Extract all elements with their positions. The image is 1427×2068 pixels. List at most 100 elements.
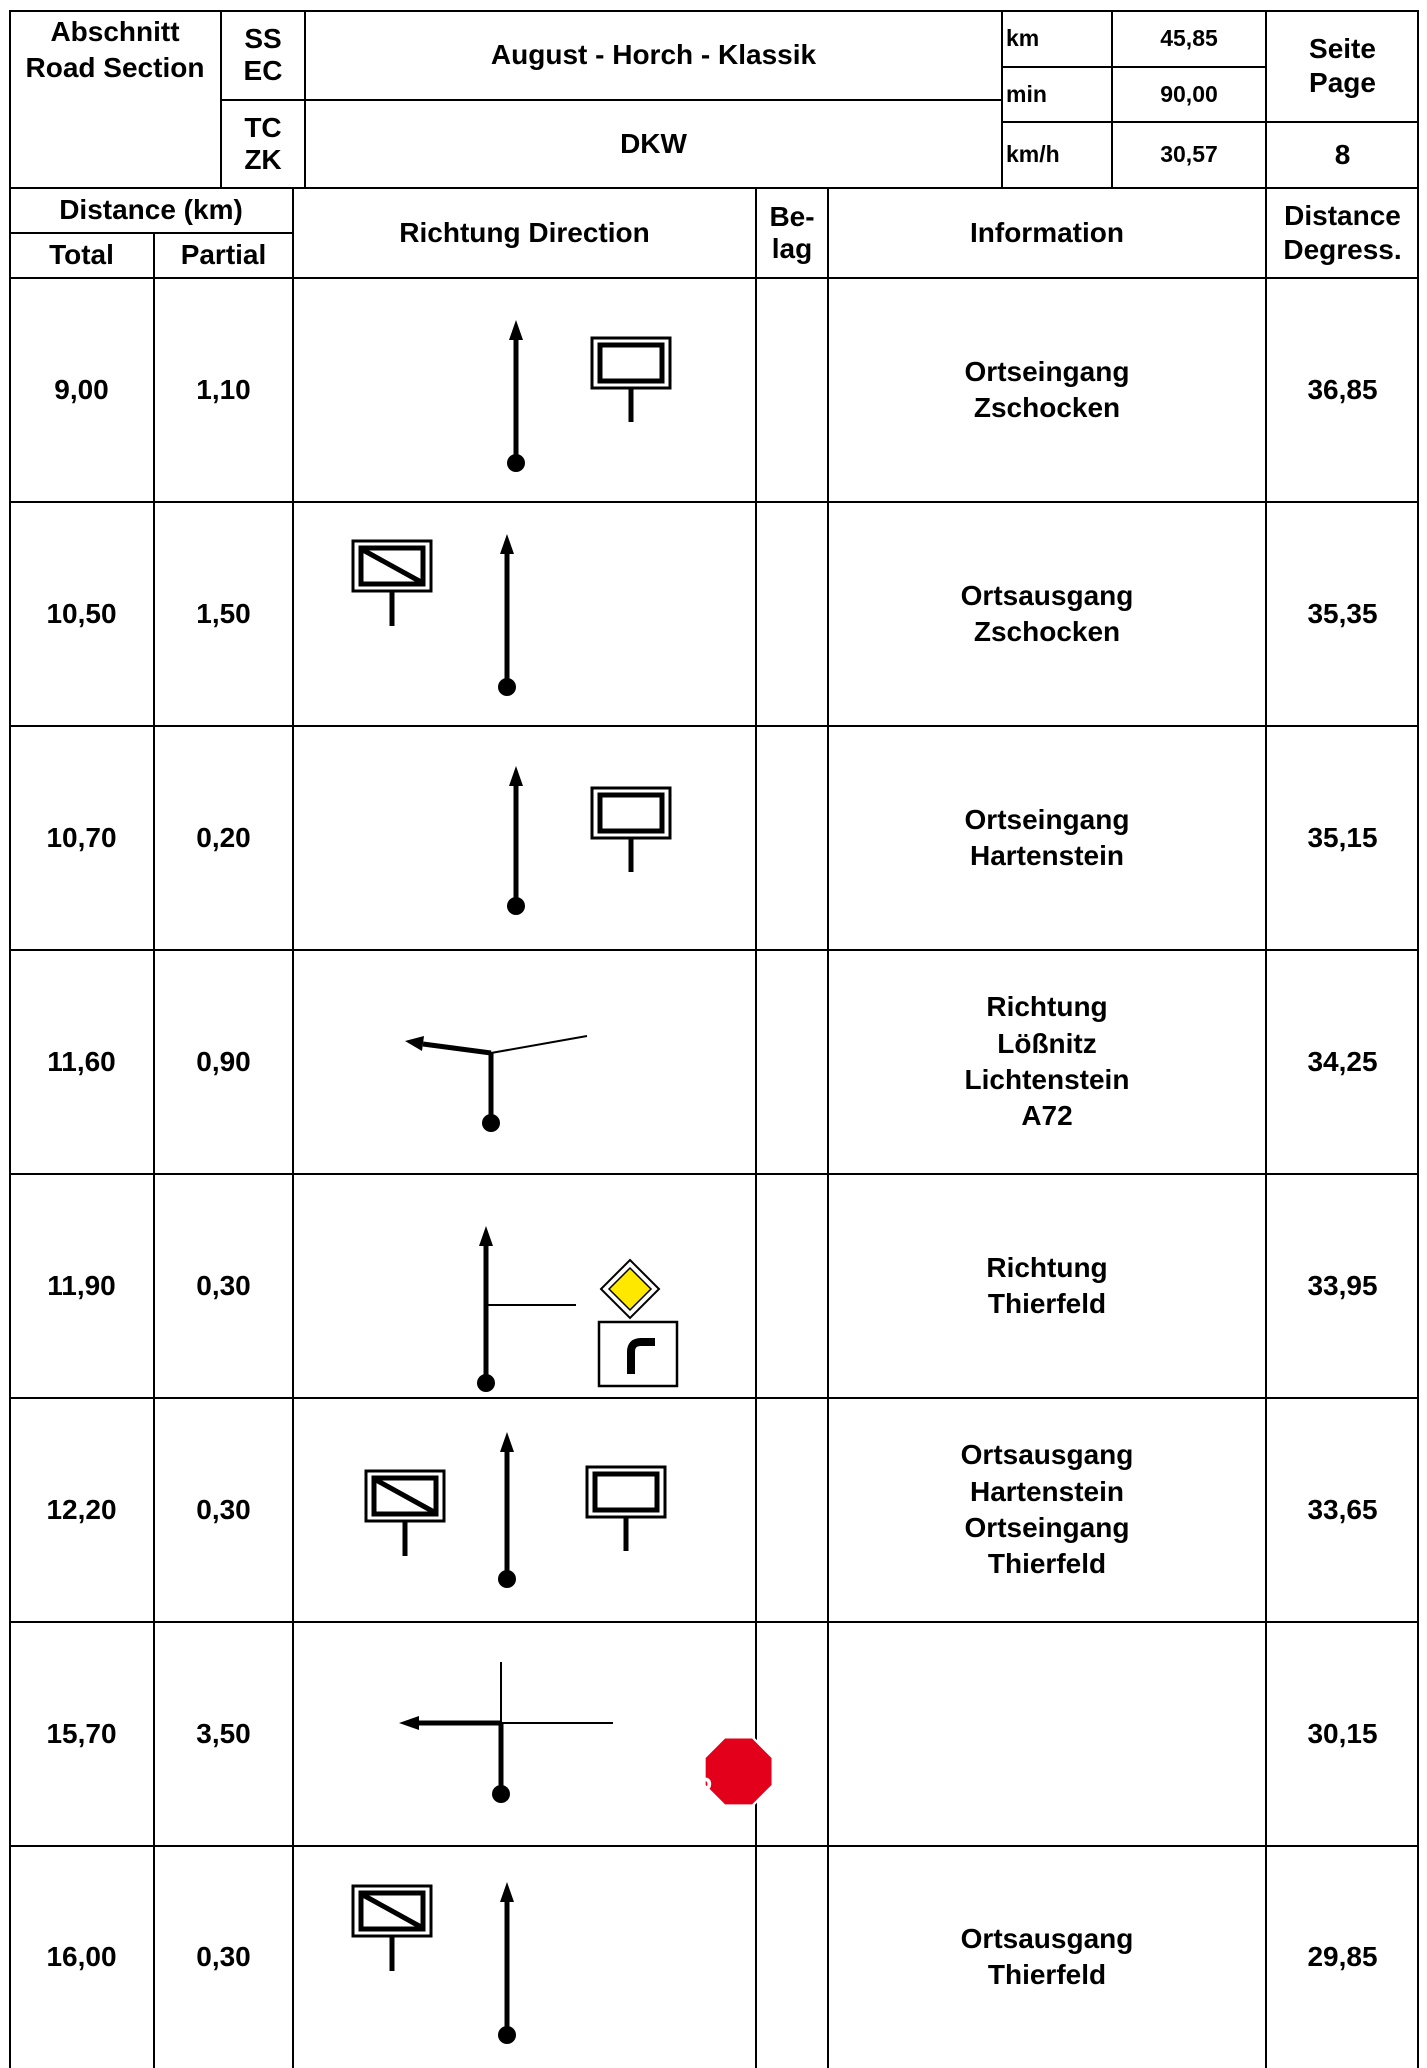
event-title: August - Horch - Klassik	[490, 38, 817, 70]
total-cell: 9,00	[54, 373, 109, 405]
priority-road-sign-icon	[599, 1258, 661, 1320]
tc-label: TC	[244, 111, 282, 143]
zk-label: ZK	[244, 144, 282, 175]
grid-line	[9, 10, 11, 2068]
town-entrance-sign-icon	[590, 786, 672, 872]
degress-cell: 35,35	[1307, 597, 1378, 629]
degress-cell: 33,95	[1307, 1269, 1378, 1301]
grid-line	[1001, 10, 1003, 188]
total-cell: 15,70	[46, 1717, 117, 1749]
information-cell: Richtung Thierfeld	[828, 1174, 1266, 1398]
belag-header: Be- lag	[756, 188, 828, 278]
kmh-value: 30,57	[1160, 141, 1218, 168]
information-line: Thierfeld	[987, 1959, 1107, 1990]
belag-header-line2: lag	[771, 233, 813, 264]
grid-line	[9, 1621, 1419, 1623]
straight-arrow-icon	[498, 534, 516, 696]
information-line: Zschocken	[973, 616, 1121, 647]
information-line: Lichtenstein	[964, 1064, 1130, 1095]
direction-diagram-row-8	[351, 1882, 516, 2044]
grid-line	[9, 501, 1419, 503]
partial-cell: 0,30	[196, 1269, 251, 1301]
information-line: Zschocken	[973, 392, 1121, 423]
information-line: Lößnitz	[997, 1027, 1097, 1059]
information-line: Thierfeld	[987, 1288, 1107, 1319]
direction-diagram-row-5	[477, 1226, 679, 1392]
total-cell: 12,20	[46, 1493, 117, 1525]
total-header: Total	[49, 239, 114, 271]
total-cell: 11,90	[47, 1269, 116, 1301]
straight-arrow-icon	[507, 320, 525, 472]
degress-header-line2: Degress.	[1283, 234, 1402, 265]
car-name: DKW	[620, 127, 687, 159]
stop-sign-icon: STOP	[644, 1736, 774, 1807]
degress-cell: 30,15	[1307, 1717, 1378, 1749]
information-header: Information	[970, 216, 1124, 248]
kmh-label: km/h	[1006, 141, 1060, 168]
left-turn-crossroad-arrow-icon	[399, 1662, 613, 1803]
left-fork-arrow-icon	[405, 1035, 588, 1132]
km-label: km	[1006, 24, 1040, 51]
total-cell: 16,00	[46, 1940, 117, 1972]
degress-cell: 35,15	[1307, 821, 1378, 853]
total-cell: 11,60	[47, 1045, 116, 1077]
partial-cell: 0,20	[196, 821, 251, 853]
grid-line	[221, 99, 305, 101]
stop-sign-text: STOP	[644, 1772, 712, 1805]
direction-diagram-row-4	[405, 1035, 588, 1132]
grid-line	[1417, 10, 1419, 2068]
belag-cell	[756, 1846, 828, 2068]
grid-line	[304, 10, 306, 188]
belag-header-line1: Be-	[769, 200, 815, 232]
straight-arrow-icon	[498, 1882, 516, 2044]
information-line: Richtung	[986, 991, 1108, 1023]
road-section-label: Abschnitt Road Section	[9, 10, 221, 100]
information-line: Ortsausgang	[960, 579, 1134, 611]
grid-line	[9, 187, 1419, 189]
grid-line	[1002, 66, 1266, 68]
belag-cell	[756, 726, 828, 950]
belag-cell	[756, 1174, 828, 1398]
belag-cell	[756, 1622, 828, 1846]
grid-line	[1265, 10, 1267, 188]
grid-line	[1002, 121, 1266, 123]
information-cell: Richtung Lößnitz Lichtenstein A72	[828, 950, 1266, 1174]
town-exit-sign-icon	[351, 1884, 433, 1971]
grid-line	[827, 188, 829, 2068]
grid-line	[9, 1173, 1419, 1175]
grid-line	[9, 232, 293, 234]
degress-cell: 33,65	[1307, 1493, 1378, 1525]
page-label: Seite Page	[1266, 10, 1419, 122]
grid-line	[755, 188, 757, 2068]
ss-label: SS	[244, 22, 282, 54]
grid-line	[9, 725, 1419, 727]
direction-diagram-row-7: STOP	[399, 1662, 774, 1807]
partial-cell: 0,30	[196, 1940, 251, 1972]
road-section-label-en: Road Section	[25, 52, 205, 84]
grid-line	[9, 1845, 1419, 1847]
information-line: Thierfeld	[987, 1548, 1107, 1580]
grid-line	[1265, 188, 1267, 2068]
partial-header: Partial	[180, 239, 267, 271]
partial-cell: 3,50	[196, 1717, 251, 1749]
degress-cell: 36,85	[1307, 373, 1378, 405]
grid-line	[220, 10, 222, 188]
distance-header: Distance (km)	[59, 194, 243, 226]
information-cell: Ortsausgang Thierfeld	[828, 1846, 1266, 2068]
total-cell: 10,50	[46, 597, 117, 629]
town-entrance-sign-icon	[590, 336, 672, 422]
direction-diagram-row-3	[507, 766, 672, 915]
belag-cell	[756, 278, 828, 502]
information-line: Hartenstein	[969, 840, 1125, 871]
information-cell: Ortsausgang Zschocken	[828, 502, 1266, 726]
grid-line	[1266, 121, 1419, 123]
grid-line	[1111, 10, 1113, 188]
roadbook-page: Abschnitt Road Section SS EC August - Ho…	[9, 10, 1419, 2068]
information-cell: Ortsausgang Hartenstein Ortseingang Thierfe…	[828, 1398, 1266, 1622]
grid-line	[305, 99, 1002, 101]
information-line: Ortsausgang	[960, 1439, 1134, 1471]
partial-cell: 0,90	[196, 1045, 251, 1077]
min-value: 90,00	[1160, 80, 1218, 107]
priority-road-bend-plate-icon	[597, 1320, 679, 1388]
information-line: Hartenstein	[969, 1475, 1125, 1507]
